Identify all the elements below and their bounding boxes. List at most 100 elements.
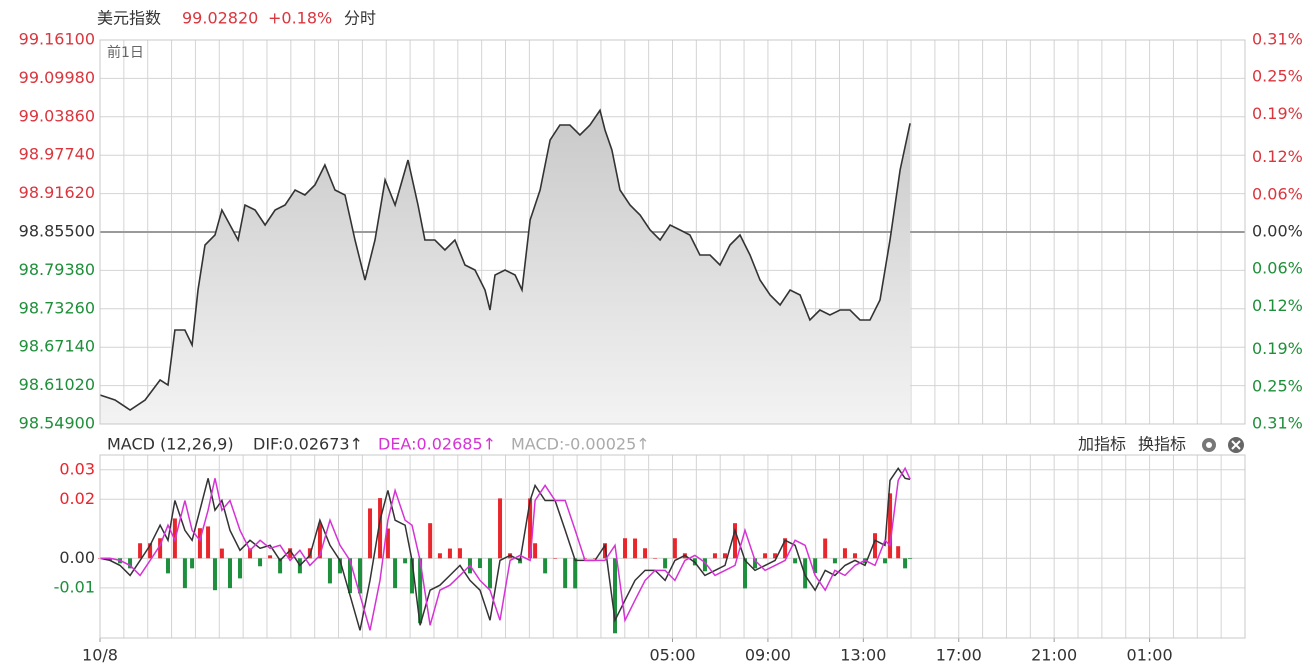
y2-tick-label: 0.25%	[1252, 376, 1303, 395]
macd-bar	[592, 558, 597, 559]
macd-bar	[763, 553, 768, 559]
y-tick-label: 98.85500	[19, 222, 95, 241]
indicator-button[interactable]: 换指标	[1138, 435, 1186, 454]
macd-bar	[643, 548, 648, 559]
macd-bar	[385, 528, 390, 559]
macd-bar	[437, 553, 442, 559]
annotation: 前1日	[107, 44, 144, 61]
macd-bar	[165, 558, 170, 574]
macd-bar	[672, 538, 677, 559]
macd-bar	[842, 548, 847, 559]
quote-mode: 分时	[344, 9, 376, 28]
macd-bar	[883, 558, 888, 564]
indicator-title: MACD (12,26,9)	[107, 435, 234, 454]
macd-bar	[447, 548, 452, 559]
macd-bar	[368, 508, 373, 559]
settings-icon[interactable]	[1202, 438, 1216, 452]
macd-bar	[732, 523, 737, 559]
panel-border	[99, 454, 1246, 639]
macd-bar	[793, 558, 798, 564]
legend-entry: DIF:0.02673↑	[253, 435, 363, 454]
macd-bar	[623, 538, 628, 559]
macd-bar	[158, 538, 163, 559]
macd-bar	[358, 558, 363, 594]
macd-bar	[543, 558, 548, 574]
quote-title: 美元指数	[97, 9, 161, 28]
macd-bar	[813, 558, 818, 574]
y-tick-label: 98.97740	[19, 145, 95, 164]
macd-bar	[288, 548, 293, 559]
y-tick-label: 0.02	[59, 489, 95, 508]
macd-bar	[393, 558, 398, 589]
y-tick-label: 98.79380	[19, 260, 95, 279]
close-cross[interactable]	[1231, 440, 1241, 450]
x-tick-label: 10/8	[82, 646, 118, 665]
macd-bar	[228, 558, 233, 589]
macd-bar	[852, 553, 857, 559]
indicator-button[interactable]: 加指标	[1078, 435, 1126, 454]
panel-border	[99, 39, 1246, 425]
x-tick-label: 05:00	[649, 646, 695, 665]
macd-bar	[653, 558, 658, 559]
macd-bar	[206, 526, 211, 559]
macd-bar	[743, 558, 748, 589]
macd-bar	[190, 558, 195, 569]
macd-bar	[258, 558, 263, 567]
macd-bar	[533, 543, 538, 559]
x-tick-label: 01:00	[1127, 646, 1173, 665]
x-tick-label: 13:00	[840, 646, 886, 665]
macd-bar	[148, 543, 153, 559]
quote-price: 99.02820	[182, 9, 258, 28]
legend-entry: DEA:0.02685↑	[378, 435, 496, 454]
y-tick-label: 98.73260	[19, 298, 95, 317]
gear-hole[interactable]	[1206, 442, 1212, 448]
macd-bar	[317, 523, 322, 559]
y-tick-label: 98.54900	[19, 414, 95, 433]
macd-bar	[832, 558, 837, 564]
macd-bar	[418, 558, 423, 624]
macd-bar	[238, 558, 243, 579]
y2-tick-label: 0.06%	[1252, 259, 1303, 278]
macd-bar	[278, 558, 283, 574]
macd-bar	[753, 558, 758, 569]
macd-bar	[896, 546, 901, 559]
macd-bar	[633, 538, 638, 559]
y2-tick-label: 0.19%	[1252, 339, 1303, 358]
y-tick-label: 98.67140	[19, 337, 95, 356]
macd-bar	[722, 553, 727, 559]
y2-tick-label: 0.31%	[1252, 30, 1303, 49]
macd-bar	[498, 498, 503, 559]
y2-tick-label: 0.12%	[1252, 296, 1303, 315]
macd-bar	[783, 538, 788, 559]
macd-bar	[138, 543, 143, 559]
macd-bar	[248, 548, 253, 559]
macd-bar	[488, 558, 493, 589]
macd-bar	[128, 558, 133, 569]
macd-bar	[268, 555, 273, 559]
macd-bar	[702, 558, 707, 572]
macd-bar	[613, 558, 618, 634]
quote-change: +0.18%	[268, 9, 332, 28]
macd-bar	[212, 558, 217, 591]
macd-bar	[108, 558, 113, 561]
macd-bar	[712, 553, 717, 559]
x-tick-label: 21:00	[1031, 646, 1077, 665]
macd-bar	[553, 558, 558, 559]
macd-bar	[327, 558, 332, 584]
macd-bar	[347, 558, 352, 594]
macd-line	[99, 466, 911, 631]
macd-bar	[410, 558, 415, 594]
macd-bar	[773, 553, 778, 559]
x-tick-label: 17:00	[936, 646, 982, 665]
y-tick-label: 98.61020	[19, 375, 95, 394]
macd-bar	[903, 558, 908, 569]
y-tick-label: 0.00	[59, 548, 95, 567]
macd-bar	[477, 558, 482, 569]
close-icon[interactable]	[1228, 437, 1244, 453]
macd-bar	[219, 548, 224, 559]
macd-bar	[873, 533, 878, 559]
y-tick-label: 98.91620	[19, 183, 95, 202]
y-tick-label: 0.03	[59, 459, 95, 478]
macd-bar	[888, 493, 893, 559]
macd-bar	[378, 498, 383, 559]
